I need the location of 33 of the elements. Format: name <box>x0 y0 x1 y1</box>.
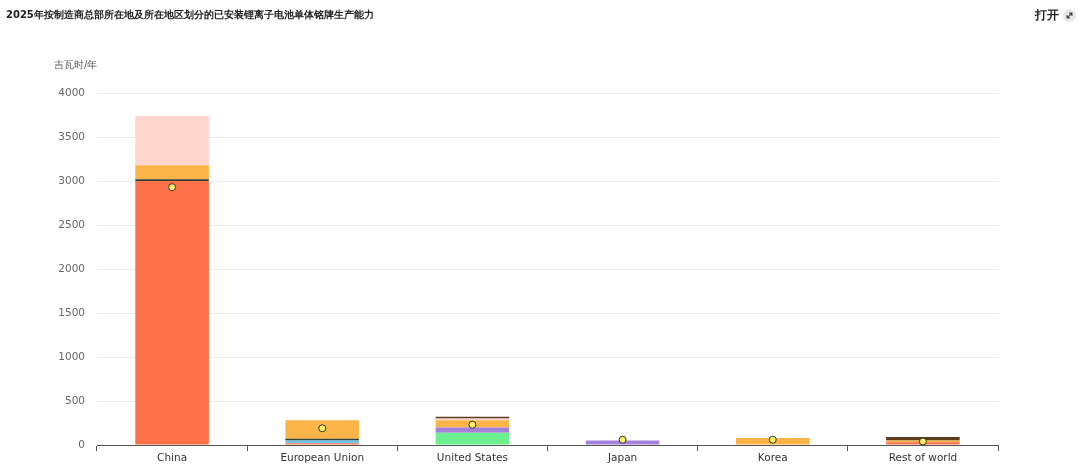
bar <box>585 440 660 445</box>
x-tick-label: Korea <box>757 451 788 464</box>
bar <box>135 165 209 180</box>
y-tick-label: 2000 <box>58 261 85 274</box>
bar <box>435 427 510 433</box>
point <box>468 420 477 429</box>
y-axis-title: 吉瓦时/年 <box>54 58 98 70</box>
bar <box>135 115 209 166</box>
bar <box>285 420 360 439</box>
text: 打开 <box>1035 7 1059 24</box>
y-tick-label: 1500 <box>58 305 85 318</box>
point <box>318 424 327 433</box>
bar <box>135 181 209 445</box>
bar <box>435 420 510 428</box>
x-tick-label: European Union <box>280 451 365 464</box>
y-tick-label: 3000 <box>58 173 85 186</box>
y-tick-label: 500 <box>64 393 85 406</box>
y-tick-label: 1000 <box>58 349 85 362</box>
x-tick-label: Japan <box>606 451 638 464</box>
x-tick-label: United States <box>436 451 508 464</box>
bar <box>735 437 810 445</box>
point <box>168 183 177 192</box>
y-tick-label: 2500 <box>58 217 85 230</box>
y-tick-label: 3500 <box>58 129 85 142</box>
y-tick-label: 4000 <box>58 85 85 98</box>
point <box>618 435 627 444</box>
chart-title: 2025年按制造商总部所在地及所在地区划分的已安装锂离子电池单体铭牌生产能力 <box>6 8 374 22</box>
point <box>768 435 777 444</box>
bar <box>435 432 510 445</box>
x-tick-label: Rest of world <box>888 451 958 464</box>
x-tick-label: China <box>157 451 188 464</box>
y-tick-label: 0 <box>78 437 85 450</box>
point <box>918 437 927 445</box>
